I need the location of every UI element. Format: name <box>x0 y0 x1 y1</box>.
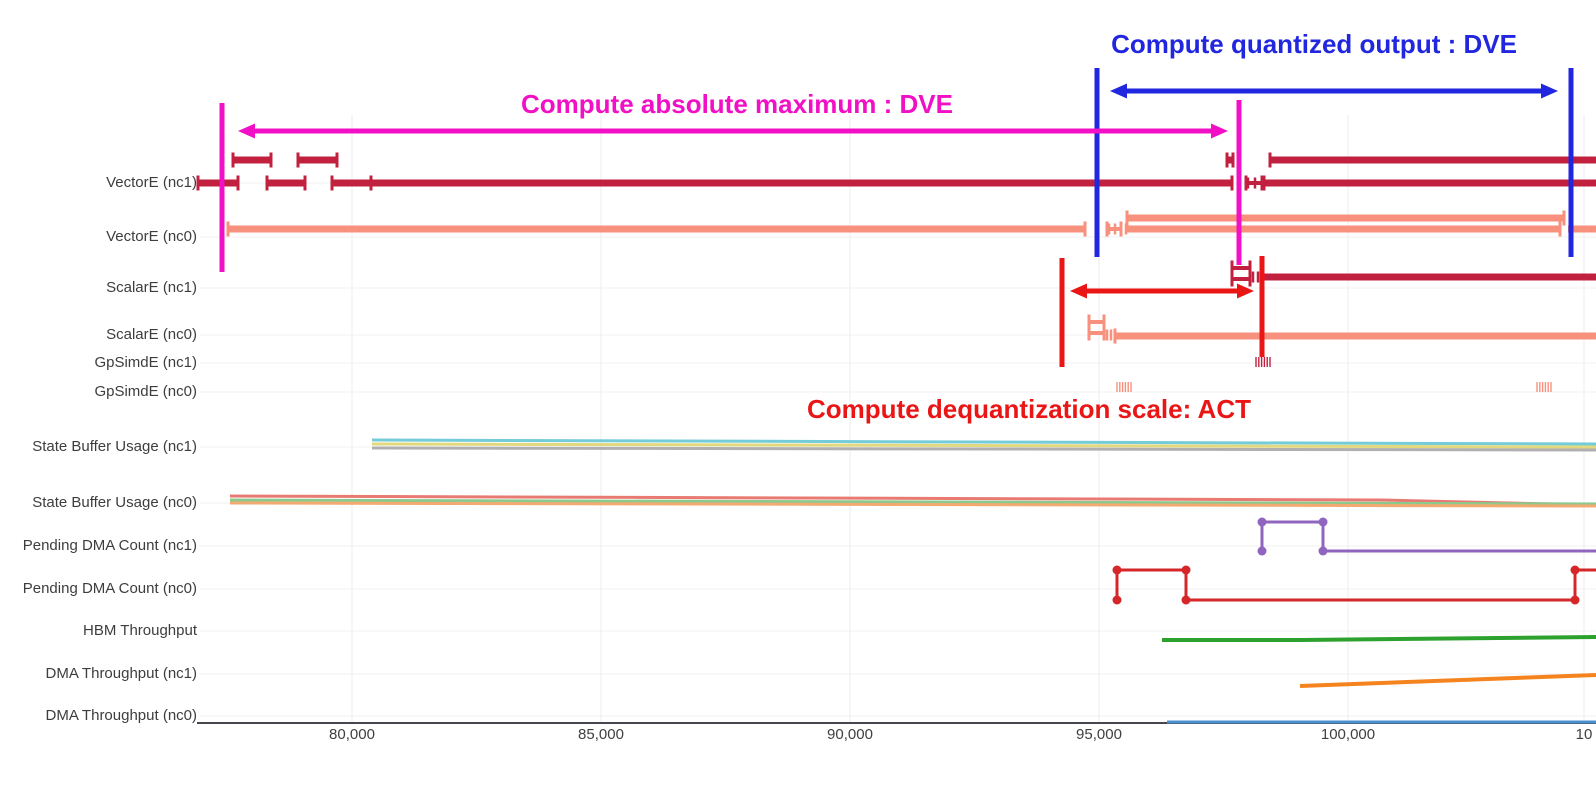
row-label: ScalarE (nc1) <box>106 279 197 296</box>
row-label: VectorE (nc0) <box>106 228 197 245</box>
row-label: DMA Throughput (nc1) <box>45 665 197 682</box>
row-label: State Buffer Usage (nc1) <box>32 438 197 455</box>
row-label: GpSimdE (nc0) <box>94 383 197 400</box>
row-label: ScalarE (nc0) <box>106 326 197 343</box>
absmax-start-line <box>219 103 225 272</box>
row-label: State Buffer Usage (nc0) <box>32 494 197 511</box>
row-label: DMA Throughput (nc0) <box>45 707 197 724</box>
row-label: HBM Throughput <box>83 622 197 639</box>
annotation-dequant: Compute dequantization scale: ACT <box>807 394 1251 424</box>
row-label: VectorE (nc1) <box>106 174 197 191</box>
dequant-start-line <box>1059 258 1065 367</box>
x-tick-label: 100,000 <box>1320 726 1376 743</box>
row-label: Pending DMA Count (nc1) <box>22 537 197 554</box>
x-tick-label: 85,000 <box>578 726 624 743</box>
x-tick-label: 10 <box>1575 726 1593 743</box>
quantized-start-line <box>1094 68 1100 257</box>
annotation-quantized: Compute quantized output : DVE <box>1111 29 1517 59</box>
row-label: Pending DMA Count (nc0) <box>22 580 197 597</box>
quantized-end-line <box>1568 68 1574 257</box>
x-tick-label: 80,000 <box>329 726 375 743</box>
annotation-absmax: Compute absolute maximum : DVE <box>521 89 953 119</box>
absmax-end-line <box>1236 100 1242 265</box>
x-tick-label: 95,000 <box>1076 726 1122 743</box>
x-tick-label: 90,000 <box>827 726 873 743</box>
row-label: GpSimdE (nc1) <box>94 354 197 371</box>
dequant-end-line <box>1259 256 1265 357</box>
